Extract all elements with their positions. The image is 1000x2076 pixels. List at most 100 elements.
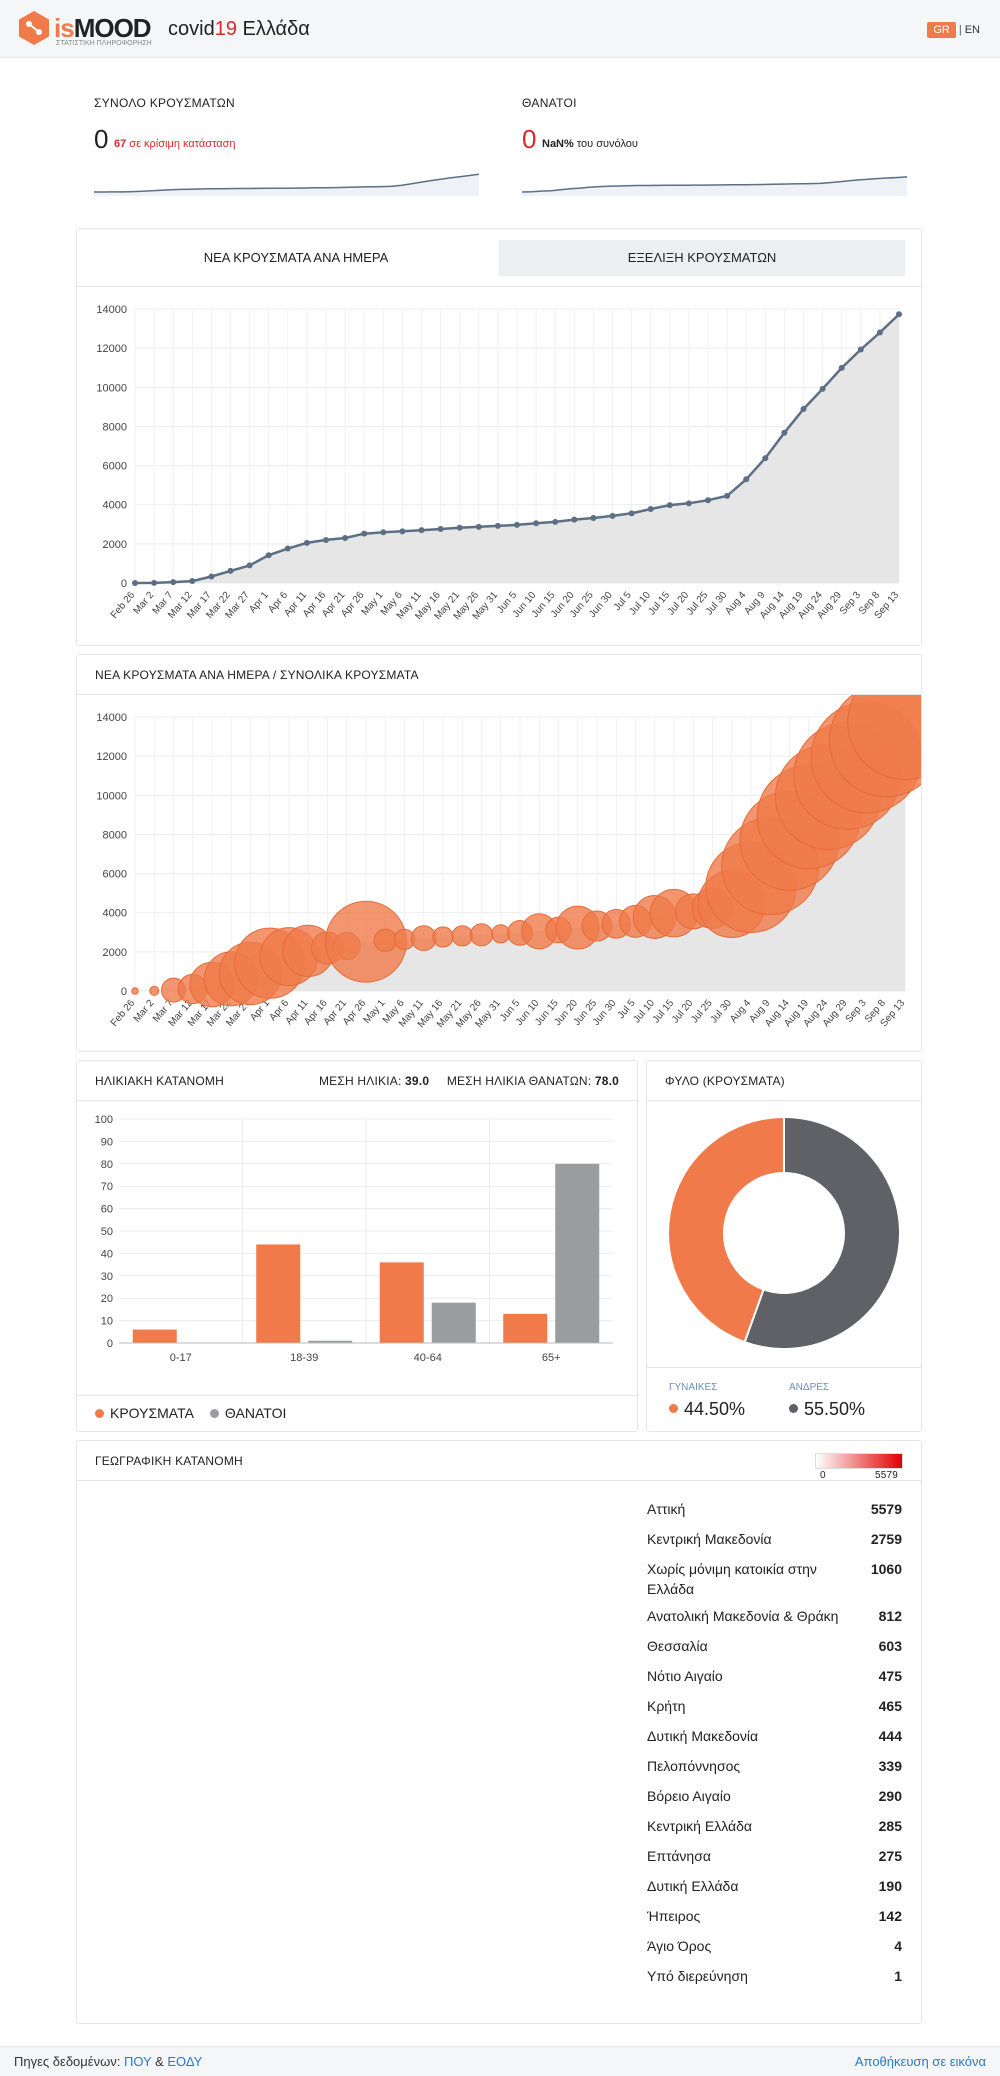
cumulative-point	[876, 329, 883, 336]
cumulative-point	[647, 506, 654, 513]
source-eody-link[interactable]: ΕΟΔΥ	[167, 2054, 203, 2069]
region-count: 4	[894, 1938, 902, 1954]
data-sources: Πηγες δεδομένων: ΠΟΥ & ΕΟΔΥ	[14, 2047, 202, 2076]
region-row[interactable]: Κεντρική Ελλάδα 285	[647, 1816, 902, 1836]
region-name: Νότιο Αιγαίο	[647, 1668, 723, 1684]
bubble-point	[432, 926, 454, 948]
logo-suffix: MOOD	[73, 13, 152, 43]
cumulative-point	[666, 502, 673, 509]
region-name: Ανατολική Μακεδονία & Θράκη	[647, 1608, 839, 1624]
legend-deaths-dot	[209, 1409, 219, 1418]
region-row[interactable]: Νότιο Αιγαίο 475	[647, 1666, 902, 1686]
men-value: 55.50%	[804, 1399, 866, 1419]
y-tick-label: 0	[121, 578, 127, 590]
region-row[interactable]: Θεσσαλία 603	[647, 1636, 902, 1656]
region-count: 465	[878, 1698, 902, 1714]
men-slice	[743, 1115, 901, 1350]
ismood-logo[interactable]: isMOOD ΣΤΑΤΙΣΤΙΚΗ ΠΛΗΡΟΦΟΡΗΣΗ	[18, 10, 152, 47]
y-tick-label: 0	[107, 1338, 113, 1350]
sources-amp: &	[151, 2054, 168, 2069]
region-row[interactable]: Χωρίς μόνιμη κατοικία στην Ελλάδα 1060	[647, 1559, 902, 1599]
deaths-pct-text: του συνόλου	[573, 138, 638, 150]
save-image-link[interactable]: Αποθήκευση σε εικόνα	[854, 2054, 986, 2069]
region-row[interactable]: Βόρειο Αιγαίο 290	[647, 1786, 902, 1806]
men-stat: ΑΝΔΡΕΣ 55.50%	[789, 1382, 865, 1420]
tab-cases-evolution[interactable]: ΕΞΕΛΙΞΗ ΚΡΟΥΣΜΑΤΩΝ	[499, 239, 905, 276]
region-row[interactable]: Ανατολική Μακεδονία & Θράκη 812	[647, 1606, 902, 1626]
legend-item-deaths[interactable]: ΘΑΝΑΤΟΙ	[209, 1405, 286, 1421]
y-tick-label: 0	[121, 986, 127, 998]
color-scale-legend: 0 5579	[815, 1453, 903, 1481]
tab-new-cases-per-day[interactable]: ΝΕΑ ΚΡΟΥΣΜΑΤΑ ΑΝΑ ΗΜΕΡΑ	[203, 249, 389, 265]
region-row[interactable]: Άγιο Όρος 4	[647, 1936, 902, 1956]
deaths-bar	[431, 1302, 476, 1343]
sparkline-area	[522, 176, 907, 196]
x-tick-label: 0-17	[170, 1352, 192, 1364]
legend-cases-dot	[95, 1409, 104, 1418]
region-name: Κεντρική Ελλάδα	[647, 1818, 752, 1834]
region-row[interactable]: Κρήτη 465	[647, 1696, 902, 1716]
women-label: ΓΥΝΑΙΚΕΣ	[669, 1382, 718, 1393]
region-name: Κρήτη	[647, 1698, 686, 1714]
deaths-bar	[555, 1163, 600, 1343]
region-row[interactable]: Υπό διερεύνηση 1	[647, 1966, 902, 1986]
cumulative-point	[743, 476, 750, 483]
deaths-pct-note: NaN% του συνόλου	[542, 138, 638, 150]
cumulative-area	[135, 314, 899, 583]
region-list: Αττική 5579 Κεντρική Μακεδονία 2759 Χωρίς μό…	[647, 1499, 902, 1996]
region-count: 444	[878, 1728, 902, 1744]
region-row[interactable]: Δυτική Ελλάδα 190	[647, 1876, 902, 1896]
lang-gr-button[interactable]: GR	[927, 22, 956, 38]
gender-donut-chart	[667, 1115, 901, 1350]
cumulative-point	[170, 579, 177, 586]
women-stat: ΓΥΝΑΙΚΕΣ 44.50%	[669, 1382, 745, 1420]
region-count: 275	[878, 1848, 902, 1864]
lang-en-button[interactable]: EN	[964, 24, 980, 36]
region-name: Επτάνησα	[647, 1848, 711, 1864]
cumulative-point	[399, 528, 406, 535]
y-tick-label: 14000	[96, 712, 127, 724]
legend-item-cases[interactable]: ΚΡΟΥΣΜΑΤΑ	[95, 1405, 194, 1421]
region-name: Άγιο Όρος	[647, 1938, 712, 1954]
cases-summary: ΣΥΝΟΛΟ ΚΡΟΥΣΜΑΤΩΝ 0 67 σε κρίσιμη κατάστ…	[94, 96, 479, 206]
critical-count: 67	[114, 138, 127, 150]
mean-age-value: 39.0	[405, 1074, 430, 1088]
legend-cases-label: ΚΡΟΥΣΜΑΤΑ	[110, 1405, 194, 1421]
region-row[interactable]: Αττική 5579	[647, 1499, 902, 1519]
region-count: 339	[878, 1758, 902, 1774]
cases-bar	[379, 1262, 424, 1343]
region-count: 1	[894, 1968, 902, 1984]
region-row[interactable]: Επτάνησα 275	[647, 1846, 902, 1866]
x-tick-label: Feb 26	[109, 590, 138, 621]
region-name: Δυτική Μακεδονία	[647, 1728, 759, 1744]
sparkline-line	[94, 173, 479, 193]
cumulative-point	[380, 529, 387, 536]
y-tick-label: 40	[101, 1248, 113, 1260]
cumulative-point	[896, 311, 902, 318]
sparkline-line	[522, 176, 907, 193]
y-tick-label: 8000	[103, 421, 127, 433]
region-name: Αττική	[647, 1501, 686, 1517]
y-tick-label: 12000	[96, 751, 127, 763]
source-who-link[interactable]: ΠΟΥ	[123, 2054, 152, 2069]
gender-card: ΦΥΛΟ (ΚΡΟΥΣΜΑΤΑ) ΓΥΝΑΙΚΕΣ 44.50% ΑΝΔΡΕΣ …	[646, 1060, 922, 1432]
age-distribution-card: ΗΛΙΚΙΑΚΗ ΚΑΤΑΝΟΜΗ ΜΕΣΗ ΗΛΙΚΙΑ: 39.0 ΜΕΣΗ…	[76, 1060, 638, 1432]
hexagon-logo-icon	[19, 11, 49, 45]
cumulative-point	[628, 510, 635, 517]
cumulative-point	[456, 524, 463, 531]
x-tick-label: 18-39	[290, 1352, 318, 1364]
region-row[interactable]: Πελοπόννησος 339	[647, 1756, 902, 1776]
cumulative-point	[590, 515, 597, 522]
geographic-header: ΓΕΩΓΡΑΦΙΚΗ ΚΑΤΑΝΟΜΗ 0 5579	[77, 1441, 921, 1481]
region-count: 603	[878, 1638, 902, 1654]
region-row[interactable]: Δυτική Μακεδονία 444	[647, 1726, 902, 1746]
cases-evolution-card: ΝΕΑ ΚΡΟΥΣΜΑΤΑ ΑΝΑ ΗΜΕΡΑ ΕΞΕΛΙΞΗ ΚΡΟΥΣΜΑΤ…	[76, 228, 922, 646]
y-tick-label: 2000	[103, 947, 127, 959]
region-row[interactable]: Ήπειρος 142	[647, 1906, 902, 1926]
scale-max: 5579	[874, 1470, 898, 1481]
bubble-point	[373, 928, 397, 952]
map-area[interactable]	[87, 1491, 627, 2011]
region-row[interactable]: Κεντρική Μακεδονία 2759	[647, 1529, 902, 1549]
y-tick-label: 10	[101, 1316, 113, 1328]
